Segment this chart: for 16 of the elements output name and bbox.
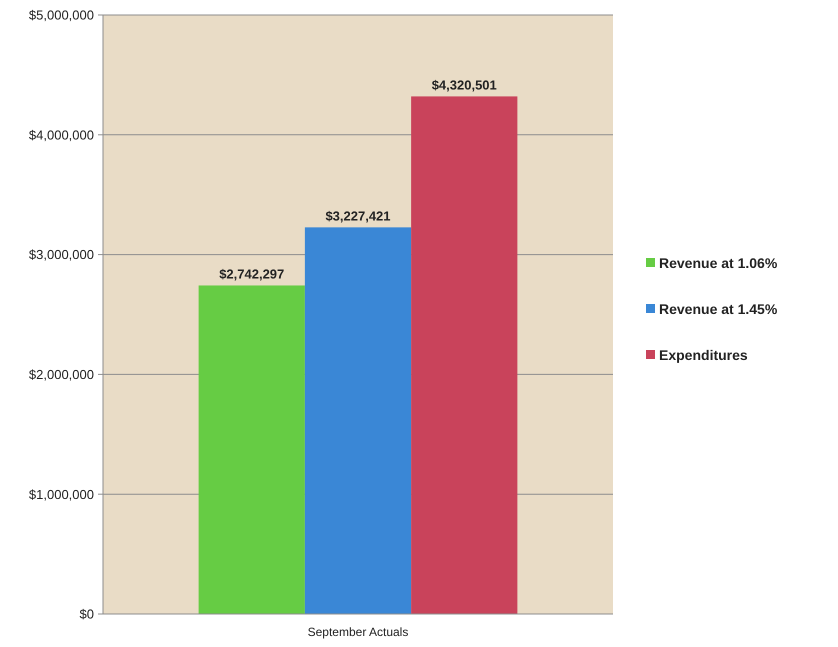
y-tick-label: $1,000,000 — [28, 486, 94, 502]
x-tick-label: September Actuals — [308, 625, 408, 639]
text: $2,742,297 — [219, 266, 284, 282]
y-tick-label: $5,000,000 — [28, 8, 94, 23]
y-tick-label: $4,000,000 — [28, 127, 94, 142]
legend-label: Expenditures — [659, 346, 748, 363]
bar — [304, 227, 412, 614]
text: $3,227,421 — [325, 208, 391, 224]
y-tick-label: $3,000,000 — [28, 247, 94, 262]
text: $4,320,501 — [432, 77, 497, 92]
legend-label: Revenue at 1.06% — [659, 254, 778, 271]
bar — [198, 285, 305, 614]
legend-label: Revenue at 1.45% — [659, 300, 778, 317]
bar — [411, 96, 518, 614]
y-tick-label: $0 — [80, 606, 94, 622]
y-tick-label: $2,000,000 — [28, 366, 94, 382]
